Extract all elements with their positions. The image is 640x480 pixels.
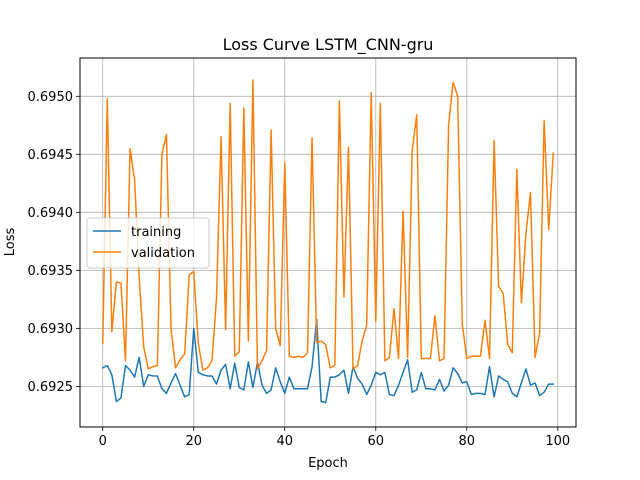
x-axis-ticks: 0 20 40 60 80 100 xyxy=(99,427,570,449)
legend: training validation xyxy=(86,217,210,269)
x-tick-label: 60 xyxy=(368,434,385,449)
chart-title: Loss Curve LSTM_CNN-gru xyxy=(223,35,434,55)
y-tick-label: 0.6930 xyxy=(28,322,74,337)
series-line-validation xyxy=(101,79,555,371)
x-axis-label: Epoch xyxy=(308,456,348,471)
series-line-training xyxy=(101,318,554,404)
y-tick-label: 0.6925 xyxy=(28,380,74,395)
x-tick-label: 40 xyxy=(276,434,293,449)
y-tick-label: 0.6935 xyxy=(28,264,74,279)
y-tick-label: 0.6945 xyxy=(28,148,74,163)
x-tick-label: 80 xyxy=(459,434,476,449)
legend-label-validation: validation xyxy=(131,246,195,261)
y-axis-ticks: 0.6925 0.6930 0.6935 0.6940 0.6945 0.6950 xyxy=(28,90,80,395)
series-lines xyxy=(101,79,555,404)
x-tick-label: 20 xyxy=(185,434,202,449)
plot-frame xyxy=(79,57,577,428)
legend-label-training: training xyxy=(131,225,181,240)
x-tick-label: 0 xyxy=(99,434,107,449)
y-tick-label: 0.6940 xyxy=(28,206,74,221)
y-tick-label: 0.6950 xyxy=(28,90,74,105)
y-axis-label: Loss xyxy=(3,228,18,257)
x-tick-label: 100 xyxy=(545,434,570,449)
